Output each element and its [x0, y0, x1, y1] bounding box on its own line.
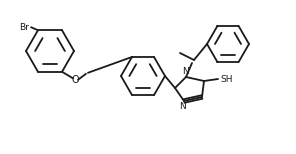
Text: N: N: [183, 67, 189, 76]
Text: N: N: [180, 102, 186, 111]
Text: O: O: [71, 75, 79, 85]
Text: SH: SH: [220, 75, 232, 83]
Text: Br: Br: [19, 23, 29, 32]
